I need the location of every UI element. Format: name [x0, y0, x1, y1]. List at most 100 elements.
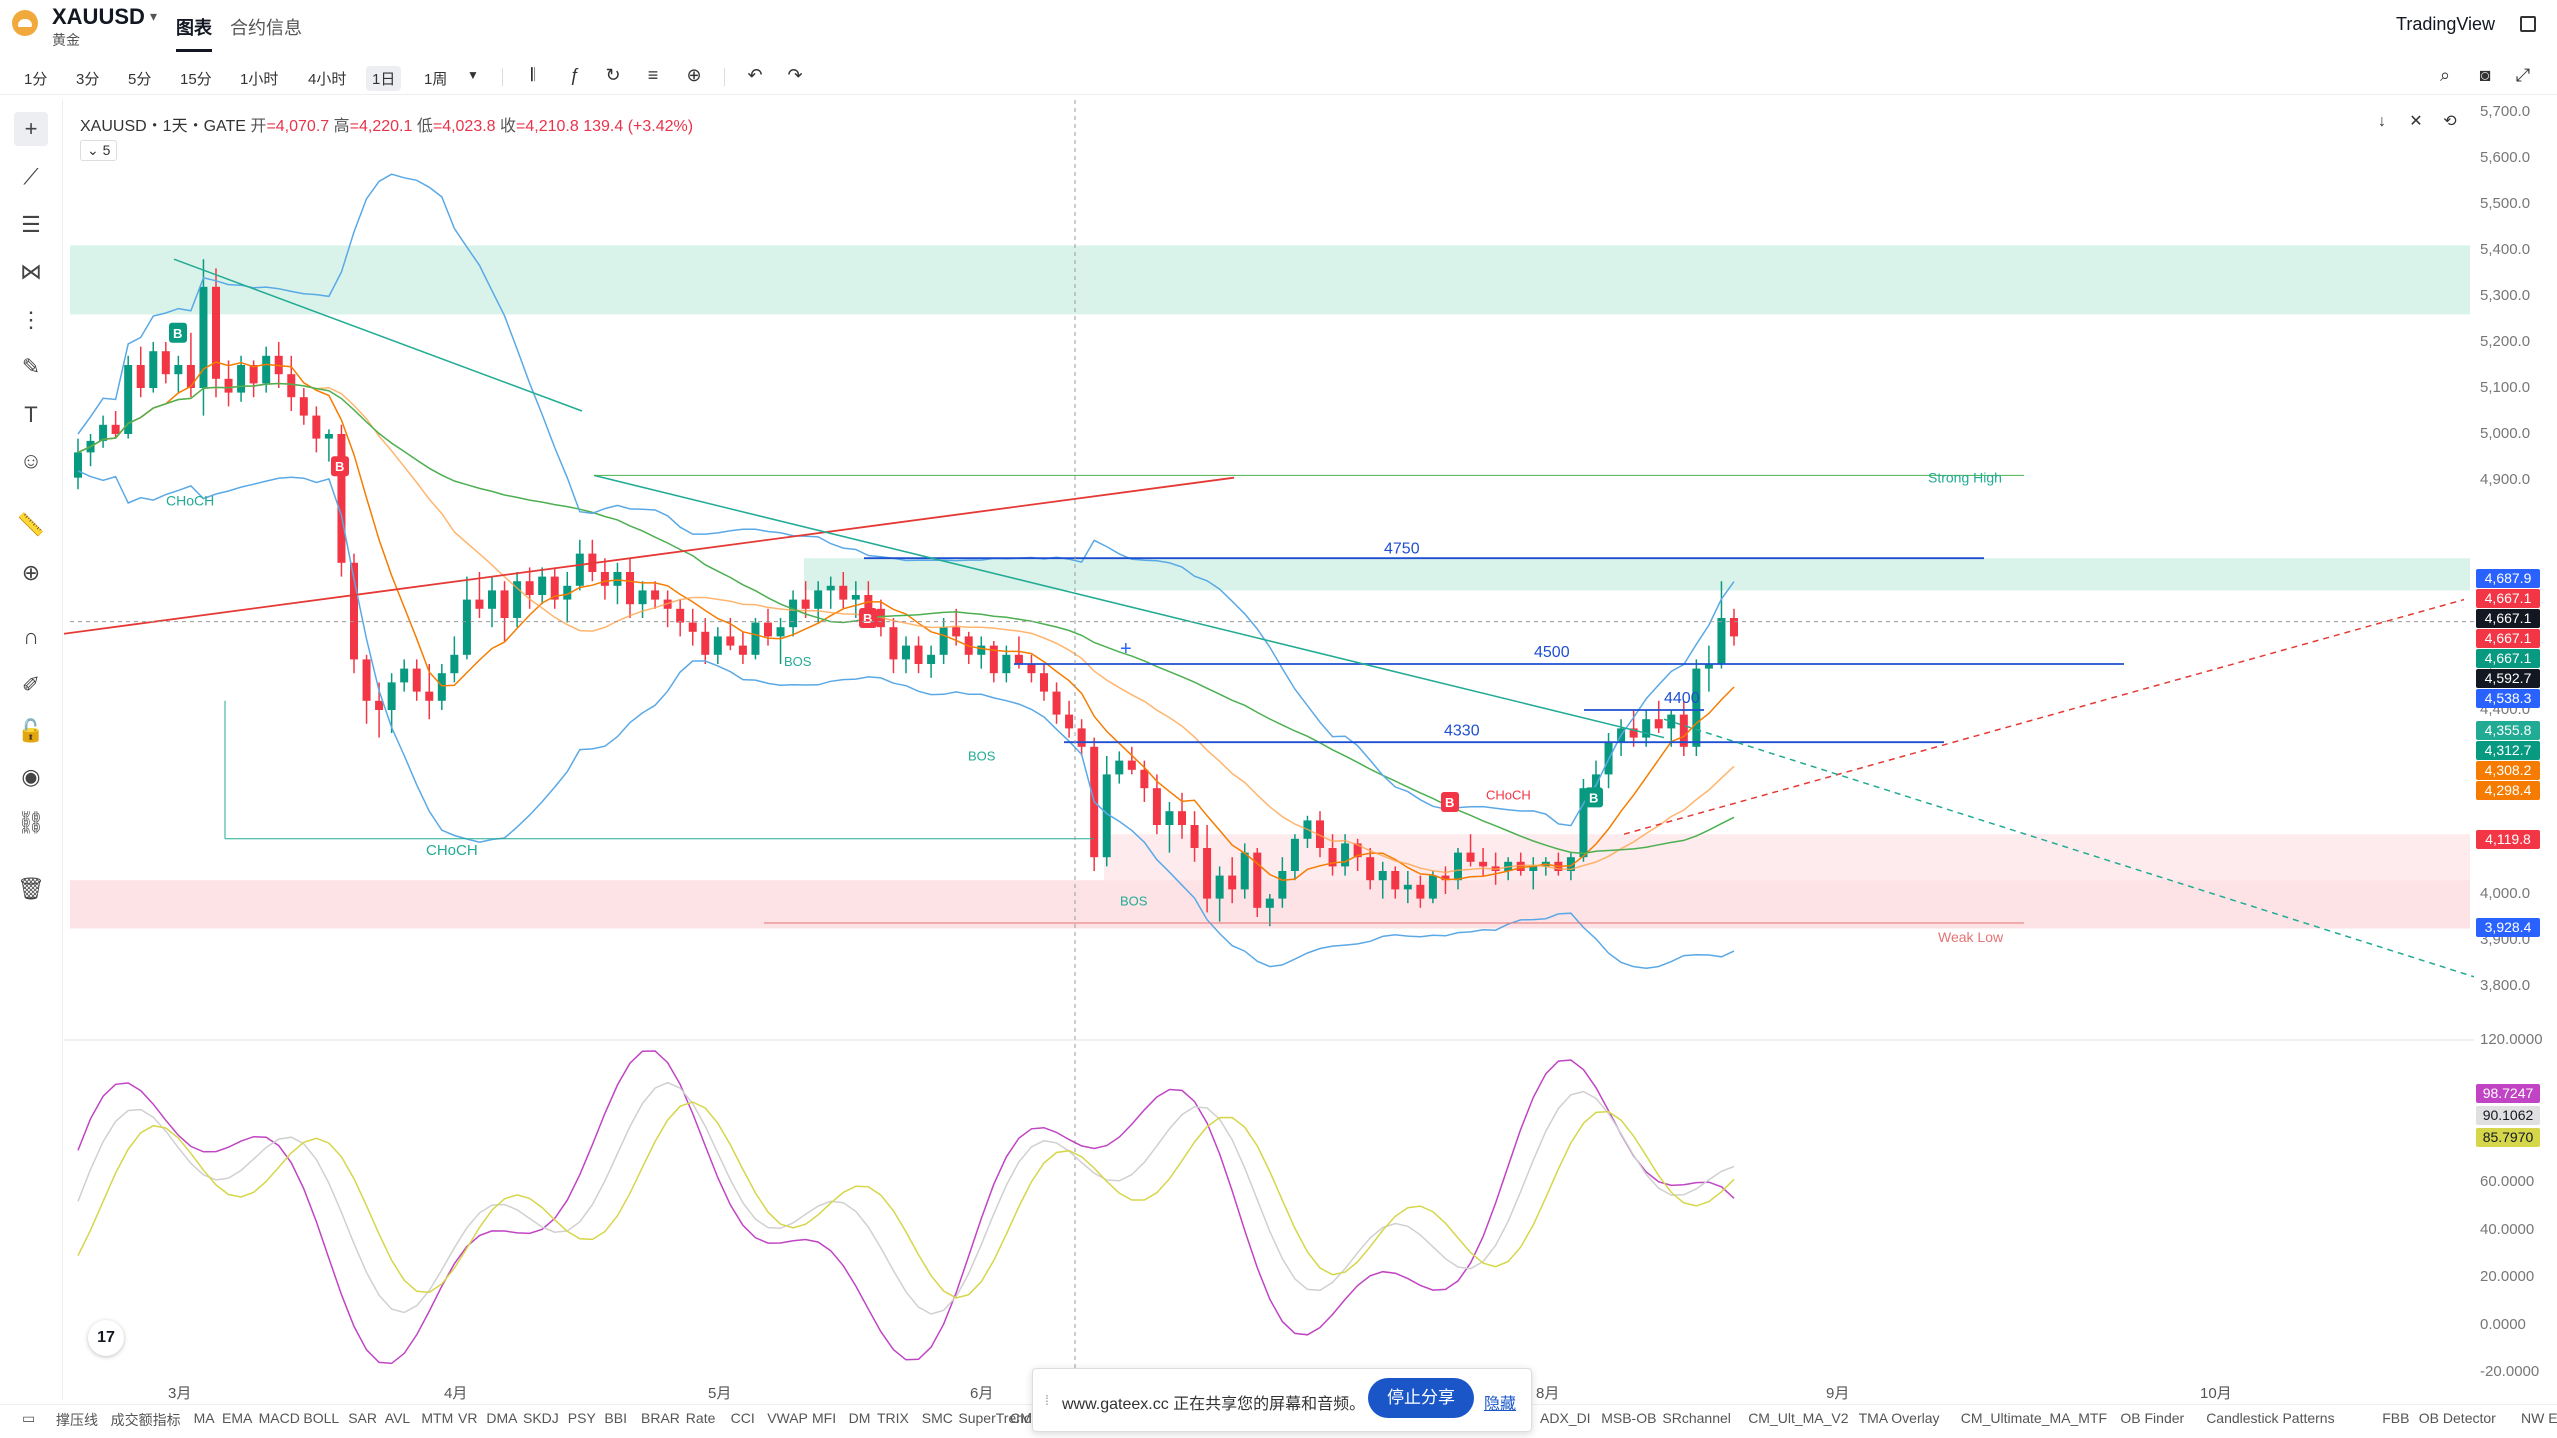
brush-icon[interactable]: ✎ — [21, 354, 41, 379]
indicator-item[interactable]: PSY — [567, 1410, 596, 1426]
lock-icon[interactable]: 🔓 — [17, 718, 45, 743]
indicator-item[interactable]: BOLL — [303, 1410, 340, 1426]
indicator-item[interactable]: BBI — [604, 1410, 627, 1426]
indicator-item[interactable]: OB Detector — [2418, 1410, 2496, 1426]
price-chart[interactable]: 4750 4500 4400 4330 Strong High Weak Low CHoCH… — [64, 100, 2474, 1376]
camera-icon[interactable]: ◙ — [2479, 65, 2491, 85]
legend-low-label: 低 — [416, 118, 433, 135]
chevron-down-icon: ⌄ — [87, 142, 103, 158]
fullscreen-icon[interactable]: ⤢ — [2515, 65, 2531, 85]
indicator-icon[interactable]: ƒ — [569, 65, 580, 85]
indicator-item[interactable]: Candlestick Patterns — [2206, 1410, 2335, 1426]
interval-1d[interactable]: 1日 — [366, 66, 402, 91]
candle-body — [74, 452, 82, 478]
indicator-item[interactable]: ADX_DI — [1540, 1410, 1591, 1426]
indicator-item[interactable]: CM — [1010, 1410, 1032, 1426]
candle-body — [475, 599, 484, 609]
candle-body — [613, 572, 622, 586]
stop-share-button[interactable]: 停止分享 — [1368, 1378, 1474, 1418]
scroll-down-icon[interactable]: ↓ — [2370, 110, 2394, 134]
indicator-item[interactable]: MA — [193, 1410, 215, 1426]
add-icon[interactable]: ⊕ — [686, 65, 702, 85]
eye-icon[interactable]: ◉ — [21, 764, 41, 789]
interval-15m[interactable]: 15分 — [180, 71, 212, 88]
symbol-name[interactable]: XAUUSD — [52, 4, 145, 29]
indicator-item[interactable]: OB Finder — [2120, 1410, 2185, 1426]
interval-1m[interactable]: 1分 — [24, 71, 48, 88]
symbol-dropdown-icon[interactable]: ▾ — [150, 8, 158, 24]
lock-pencil-icon[interactable]: ✐ — [21, 672, 41, 697]
reset-icon[interactable]: ⟲ — [2438, 110, 2462, 134]
indicator-item[interactable]: CCI — [730, 1410, 755, 1426]
tradingview-logo-icon[interactable]: 17 — [88, 1320, 124, 1356]
indicator-item[interactable]: SRchannel — [1662, 1410, 1731, 1426]
indicator-item[interactable]: VR — [458, 1410, 478, 1426]
emoji-icon[interactable]: ☺ — [19, 448, 43, 473]
undo-icon[interactable]: ↶ — [747, 65, 763, 85]
indicator-item[interactable]: SAR — [348, 1410, 377, 1426]
price-tick: 5,400.0 — [2480, 241, 2531, 258]
maximize-icon[interactable] — [2520, 16, 2536, 32]
indicator-item[interactable]: DM — [848, 1410, 871, 1426]
indicator-item[interactable]: 成交额指标 — [110, 1412, 181, 1428]
signal-tag-text: B — [1445, 795, 1454, 810]
candle-body — [1730, 618, 1738, 637]
candle-body — [977, 645, 986, 655]
indicator-item[interactable]: BRAR — [641, 1410, 680, 1426]
oscillator-tick: 120.0000 — [2480, 1031, 2543, 1048]
indicator-item[interactable]: SMC — [921, 1410, 953, 1426]
fib-icon[interactable]: ☰ — [21, 212, 41, 237]
interval-4h[interactable]: 4小时 — [308, 71, 347, 88]
drag-handle-icon[interactable]: ⁞ — [1045, 1392, 1049, 1408]
indicator-item[interactable]: CM_Ult_MA_V2 — [1748, 1410, 1849, 1426]
collapse-icon[interactable]: ✕ — [2404, 110, 2428, 134]
replay-icon[interactable]: ↻ — [605, 65, 621, 85]
indicator-item[interactable]: NW Envelo... — [2521, 1410, 2557, 1426]
zoom-icon[interactable]: ⊕ — [21, 560, 41, 585]
indicator-item[interactable]: MACD — [258, 1410, 300, 1426]
interval-1h[interactable]: 1小时 — [240, 71, 279, 88]
indicator-item[interactable]: DMA — [486, 1410, 518, 1426]
indicator-item[interactable]: MFI — [812, 1410, 837, 1426]
candle-style-icon[interactable]: 𝄃 — [530, 65, 536, 85]
indicator-item[interactable]: AVL — [384, 1410, 411, 1426]
indicator-item[interactable]: MTM — [421, 1410, 454, 1426]
text-icon[interactable]: T — [24, 402, 38, 427]
interval-3m[interactable]: 3分 — [76, 71, 100, 88]
interval-5m[interactable]: 5分 — [128, 71, 152, 88]
crosshair-icon[interactable]: + — [14, 112, 48, 146]
calendar-icon[interactable]: ▭ — [22, 1410, 36, 1426]
indicator-item[interactable]: SuperTrendPro — [958, 1410, 1054, 1426]
tab-contract-info[interactable]: 合约信息 — [230, 18, 302, 38]
redo-icon[interactable]: ↷ — [787, 65, 803, 85]
indicator-item[interactable]: EMA — [222, 1410, 253, 1426]
trendline-icon[interactable]: ⟋ — [23, 164, 39, 189]
link-icon[interactable]: ⛓ — [17, 810, 45, 835]
indicator-item[interactable]: MSB-OB — [1601, 1410, 1657, 1426]
tab-chart[interactable]: 图表 — [176, 14, 212, 52]
ohlc-legend: XAUUSD・1天・GATE 开=4,070.7 高=4,220.1 低=4,0… — [80, 112, 693, 136]
magnet-icon[interactable]: ∩ — [23, 624, 39, 649]
legend-collapse-button[interactable]: ⌄ 5 — [80, 140, 118, 161]
search-icon[interactable]: ⌕ — [2439, 65, 2451, 85]
hide-link[interactable]: 隐藏 — [1484, 1396, 1517, 1413]
candle-body — [1428, 875, 1437, 899]
indicator-item[interactable]: VWAP — [767, 1410, 808, 1426]
indicator-item[interactable]: TMA Overlay — [1858, 1410, 1940, 1426]
indicator-item[interactable]: Rate — [685, 1410, 716, 1426]
pattern-icon[interactable]: ⋈ — [20, 259, 42, 284]
indicator-item[interactable]: SKDJ — [523, 1410, 559, 1426]
time-tick: 5月 — [708, 1385, 732, 1402]
tradingview-brand[interactable]: TradingView — [2396, 14, 2496, 34]
templates-icon[interactable]: ≡ — [647, 65, 659, 85]
indicator-item[interactable]: 撑压线 — [56, 1412, 98, 1428]
legend-change: 139.4 (+3.42%) — [583, 118, 694, 135]
indicator-item[interactable]: TRIX — [877, 1410, 909, 1426]
indicator-item[interactable]: FBB — [2382, 1410, 2410, 1426]
ruler-icon[interactable]: 📏 — [17, 512, 45, 537]
forecast-icon[interactable]: ⋮ — [20, 307, 42, 332]
interval-1w[interactable]: 1周 — [424, 71, 448, 88]
indicator-item[interactable]: CM_Ultimate_MA_MTF — [1960, 1410, 2108, 1426]
trash-icon[interactable]: 🗑 — [17, 876, 45, 901]
interval-dropdown-icon[interactable]: ▼ — [467, 68, 479, 82]
